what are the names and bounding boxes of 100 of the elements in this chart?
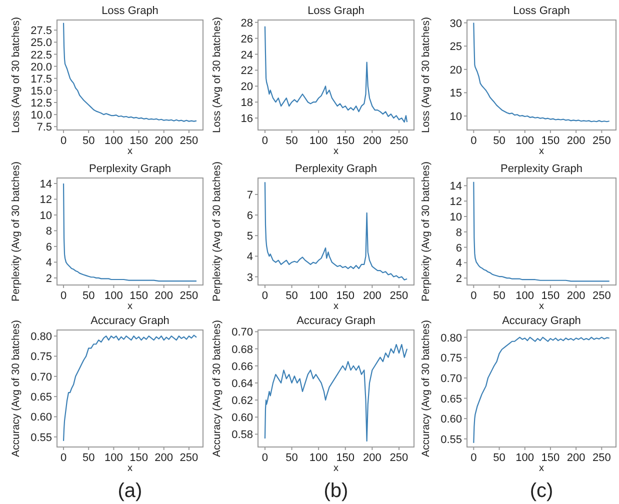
y-tick-label: 4 [46, 257, 52, 270]
x-tick-label: 0 [262, 290, 268, 302]
y-tick-label: 16 [240, 113, 253, 126]
x-tick-label: 150 [130, 290, 148, 302]
y-tick-label: 0.55 [30, 432, 52, 444]
chart-title: Perplexity Graph [89, 163, 171, 175]
x-tick-label: 0 [60, 452, 67, 464]
y-tick-label: 0.70 [440, 372, 462, 385]
y-tick-label: 0.65 [440, 393, 462, 406]
x-tick-label: 50 [82, 452, 95, 464]
x-tick-label: 250 [592, 135, 611, 147]
x-axis-title: x [539, 301, 544, 312]
y-axis-title: Perplexity (Avg of 30 batches) [211, 162, 223, 302]
x-tick-label: 100 [516, 452, 534, 464]
line-series [62, 334, 198, 442]
x-tick-label: 250 [592, 452, 611, 464]
y-tick-label: 0.66 [232, 360, 253, 373]
x-tick-label: 100 [309, 135, 328, 147]
y-tick-label: 0.80 [30, 331, 52, 344]
y-tick-label: 0.58 [232, 429, 253, 442]
x-tick-label: 200 [363, 452, 382, 464]
x-tick-label: 100 [516, 290, 534, 302]
y-tick-label: 18 [240, 97, 253, 110]
y-tick-label: 26 [240, 33, 253, 46]
y-tick-label: 15 [450, 88, 462, 100]
y-tick-label: 8 [46, 226, 52, 238]
x-tick-label: 100 [104, 290, 123, 302]
y-tick-label: 0.60 [440, 414, 462, 426]
y-tick-label: 6 [46, 241, 52, 254]
chart-title: Perplexity Graph [295, 163, 377, 175]
line-series [473, 22, 610, 122]
x-tick-label: 100 [309, 452, 328, 464]
y-tick-label: 25.0 [30, 37, 52, 50]
y-tick-label: 10 [450, 111, 462, 124]
chart-title: Accuracy Graph [502, 315, 581, 327]
x-axis-title: x [128, 146, 132, 157]
x-tick-label: 150 [130, 452, 148, 464]
y-tick-label: 0.68 [232, 344, 253, 356]
x-tick-label: 150 [130, 135, 148, 147]
y-tick-label: 0.64 [232, 378, 253, 390]
y-tick-label: 7.5 [36, 122, 52, 134]
line-series [264, 26, 408, 123]
x-axis-title: x [539, 146, 544, 157]
x-tick-label: 200 [154, 290, 174, 302]
y-tick-label: 6 [456, 242, 462, 254]
x-tick-label: 150 [541, 290, 560, 302]
y-axis-title: Accuracy (Avg of 30 batches) [10, 320, 22, 457]
x-axis-title: x [334, 463, 338, 474]
x-tick-label: 200 [566, 452, 586, 464]
y-tick-label: 10.0 [30, 110, 52, 122]
y-tick-label: 15.0 [30, 85, 52, 98]
x-tick-label: 50 [286, 452, 298, 464]
y-axis-title: Loss (Avg of 30 batches) [10, 17, 22, 133]
y-tick-label: 10 [450, 211, 462, 224]
y-tick-label: 30 [450, 18, 462, 30]
y-tick-label: 12 [450, 196, 462, 208]
chart-title: Accuracy Graph [90, 315, 170, 327]
line-series [264, 344, 408, 442]
x-tick-label: 250 [180, 452, 198, 464]
y-axis-title: Loss (Avg of 30 batches) [420, 17, 432, 133]
x-tick-label: 150 [336, 290, 355, 302]
line-series [473, 181, 610, 282]
y-tick-label: 8 [456, 226, 462, 239]
y-tick-label: 0.60 [232, 412, 253, 424]
text: (a) [118, 480, 142, 502]
x-tick-label: 0 [262, 135, 268, 147]
x-tick-label: 50 [493, 290, 506, 302]
x-tick-label: 100 [516, 135, 534, 147]
chart-title: Accuracy Graph [296, 315, 376, 327]
x-tick-label: 250 [180, 135, 198, 147]
x-tick-label: 50 [493, 452, 506, 464]
y-tick-label: 0.65 [30, 392, 52, 404]
x-tick-label: 50 [286, 290, 298, 302]
x-tick-label: 100 [104, 452, 123, 464]
y-tick-label: 17.5 [30, 73, 52, 86]
x-tick-label: 150 [541, 452, 560, 464]
x-tick-label: 250 [180, 290, 198, 302]
y-tick-label: 14 [450, 180, 462, 193]
x-axis-title: x [128, 463, 132, 474]
x-tick-label: 0 [470, 290, 477, 302]
line-series [473, 336, 610, 444]
x-axis-title: x [539, 463, 544, 474]
x-tick-label: 250 [390, 135, 408, 147]
y-tick-label: 20 [240, 81, 253, 94]
y-tick-label: 0.60 [30, 412, 52, 424]
y-axis-title: Perplexity (Avg of 30 batches) [420, 162, 432, 302]
x-axis-title: x [334, 146, 338, 157]
y-tick-label: 14 [40, 178, 52, 191]
line-series [62, 182, 198, 282]
y-tick-label: 20.0 [30, 61, 52, 74]
x-tick-label: 0 [470, 452, 477, 464]
y-tick-label: 6 [246, 210, 253, 222]
y-tick-label: 0.70 [30, 371, 52, 384]
y-tick-label: 0.55 [440, 434, 462, 446]
text: (b) [324, 480, 348, 502]
y-axis-title: Accuracy (Avg of 30 batches) [420, 320, 432, 457]
y-tick-label: 12.5 [30, 98, 52, 110]
x-tick-label: 200 [363, 135, 382, 147]
x-axis-title: x [128, 301, 132, 312]
y-tick-label: 0.75 [440, 352, 462, 365]
